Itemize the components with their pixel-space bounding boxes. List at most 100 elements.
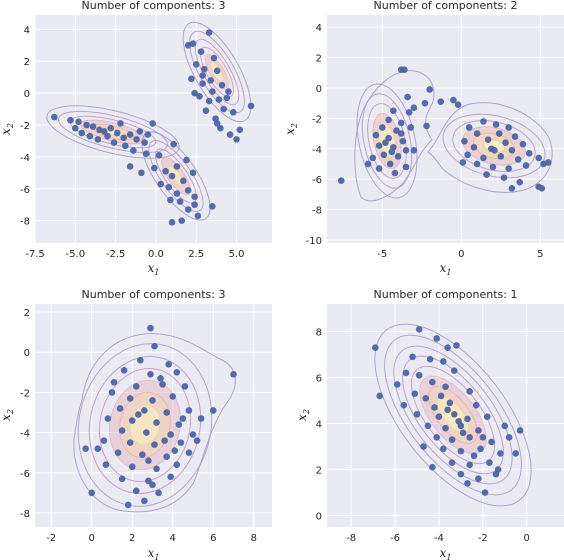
x-tick-label: 2.5 [188, 249, 204, 260]
data-point [364, 160, 372, 168]
data-point [188, 75, 195, 83]
y-tick-label: 0 [24, 89, 30, 100]
data-point [67, 116, 74, 124]
data-point [433, 335, 441, 342]
density-contour [200, 46, 234, 98]
subplot-1-x-ticks: -7.5 -5.0 -2.5 0.0 2.5 5.0 [25, 249, 244, 260]
data-point [213, 120, 221, 127]
x-tick-label: 0 [458, 249, 464, 260]
y-tick-label: -4 [20, 429, 30, 440]
data-point [457, 447, 465, 455]
density-contour [88, 356, 202, 494]
density-contour [374, 323, 532, 507]
y-tick-label: 4 [316, 23, 322, 34]
y-tick-label: 2 [24, 57, 30, 68]
data-point [176, 198, 184, 205]
x-tick-label: -7.5 [25, 249, 45, 260]
data-point [116, 405, 124, 412]
data-point [94, 445, 102, 452]
data-point [167, 431, 175, 438]
subplot-2-x-axis-label: x1 [440, 261, 452, 277]
data-point [369, 154, 377, 162]
data-point [220, 105, 227, 113]
data-point [209, 203, 216, 210]
data-point [173, 190, 181, 197]
data-point [450, 96, 457, 104]
y-tick-label: -8 [20, 217, 30, 228]
data-point [489, 163, 497, 171]
data-point [337, 177, 345, 184]
data-point [466, 461, 473, 469]
data-point [177, 439, 185, 446]
data-point [386, 160, 394, 168]
density-contour [393, 345, 513, 485]
density-contour [384, 334, 522, 496]
x-tick-label: -2 [46, 533, 56, 544]
data-point [113, 129, 121, 137]
data-point [247, 102, 255, 110]
data-point [226, 131, 234, 138]
data-point [197, 48, 205, 55]
y-tick-label: -8 [312, 206, 322, 217]
data-point [132, 383, 140, 390]
subplot-3-x-ticks: -2 0 2 4 6 8 [46, 533, 257, 544]
data-point [126, 439, 134, 446]
data-point [380, 151, 388, 159]
subplot-1: Number of components: 3 [0, 0, 272, 277]
data-point [157, 375, 164, 382]
data-point [167, 473, 175, 481]
data-point [375, 165, 383, 172]
subplot-1-points [51, 29, 255, 226]
data-point [207, 77, 215, 84]
data-point [118, 427, 126, 434]
data-point [409, 353, 416, 361]
data-point [151, 164, 158, 172]
subplot-3-y-axis-label: x2 [0, 409, 15, 421]
data-point [149, 397, 156, 404]
data-point [497, 450, 504, 457]
density-contour [98, 367, 192, 483]
y-tick-label: -4 [312, 145, 322, 156]
data-point [394, 153, 402, 160]
subplot-4-y-ticks: 0 2 4 6 8 [316, 328, 322, 523]
data-point [217, 124, 224, 132]
subplot-3-title: Number of components: 3 [82, 288, 226, 301]
subplot-2-y-ticks: -10 -8 -6 -4 -2 0 2 4 [306, 23, 322, 247]
data-point [171, 447, 179, 454]
x-tick-label: 2 [129, 533, 135, 544]
data-point [168, 172, 176, 180]
y-tick-label: 2 [24, 308, 30, 319]
data-point [508, 184, 516, 192]
data-point [142, 150, 150, 158]
data-point [157, 180, 165, 188]
data-point [410, 104, 418, 112]
data-point [442, 424, 449, 432]
data-point [488, 438, 495, 446]
data-point [155, 489, 162, 497]
y-tick-label: 8 [316, 328, 322, 339]
data-point [421, 99, 429, 107]
data-point [141, 139, 148, 146]
data-point [89, 123, 97, 130]
data-point [170, 140, 177, 148]
data-point [189, 431, 197, 438]
data-point [401, 66, 408, 74]
x-tick-label: 0 [524, 533, 530, 544]
data-point [448, 436, 456, 443]
data-point [110, 139, 118, 146]
data-point [371, 344, 379, 351]
data-point [189, 169, 197, 177]
subplot-3: Number of components: 3 -2 0 2 4 6 8 -8 -6 -4 -2… [0, 288, 272, 560]
data-point [473, 130, 481, 137]
y-tick-label: -6 [312, 175, 322, 186]
data-point [514, 156, 522, 163]
data-point [173, 369, 181, 376]
data-point [184, 206, 192, 213]
data-point [121, 142, 129, 150]
density-contour [452, 120, 536, 172]
data-point [183, 156, 190, 164]
data-point [512, 450, 520, 457]
data-point [437, 98, 445, 105]
data-point [133, 136, 140, 143]
data-point [78, 129, 86, 137]
